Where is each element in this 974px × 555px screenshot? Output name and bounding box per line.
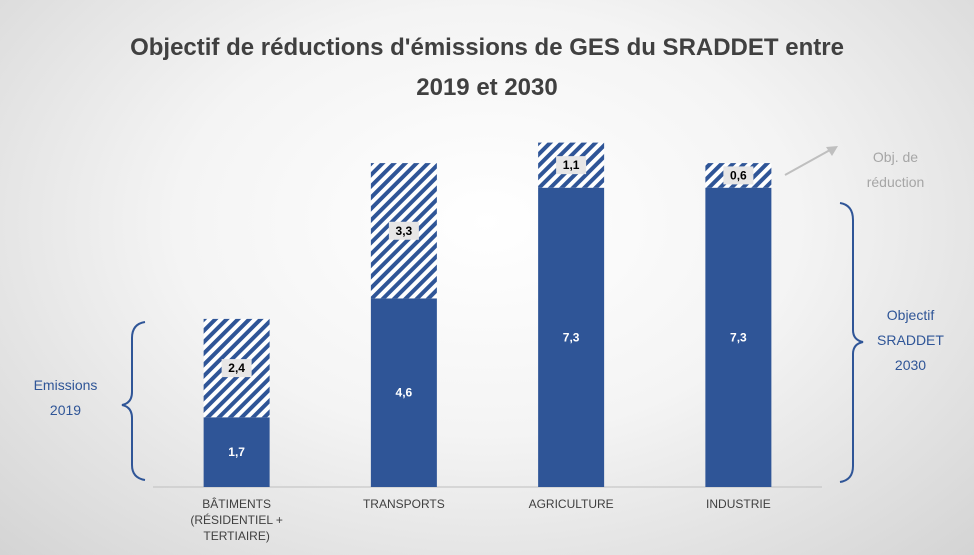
bar-segment bbox=[705, 187, 772, 487]
arrow bbox=[784, 149, 831, 176]
annotation: Emissions 2019 bbox=[33, 377, 98, 418]
right-brace bbox=[839, 202, 864, 483]
arrow-head bbox=[826, 146, 838, 156]
label-box bbox=[388, 221, 419, 240]
x-tick-label: BÂTIMENTS (RÉSIDENTIEL + TERTIAIRE) bbox=[190, 497, 283, 543]
data-label: 0,6 bbox=[730, 168, 747, 182]
data-label: 4,6 bbox=[396, 386, 413, 400]
bar-segment bbox=[370, 298, 437, 487]
label-box bbox=[556, 156, 587, 175]
chart-title: Objectif de réductions d'émissions de GE… bbox=[130, 34, 844, 101]
annotation: Obj. de réduction bbox=[866, 149, 925, 190]
bar-segment bbox=[538, 187, 605, 487]
bar-segment bbox=[203, 417, 270, 487]
label-box bbox=[221, 359, 252, 378]
label-box bbox=[723, 166, 754, 185]
data-label: 3,3 bbox=[396, 224, 413, 238]
x-tick-label: TRANSPORTS bbox=[362, 497, 445, 511]
data-label: 7,3 bbox=[730, 330, 747, 344]
data-label: 1,1 bbox=[563, 158, 580, 172]
data-label: 1,7 bbox=[228, 445, 245, 459]
x-tick-label: AGRICULTURE bbox=[528, 497, 614, 511]
x-tick-label: INDUSTRIE bbox=[706, 497, 771, 511]
data-label: 2,4 bbox=[228, 361, 245, 375]
data-label: 7,3 bbox=[563, 330, 580, 344]
annotation: Objectif SRADDET 2030 bbox=[877, 307, 944, 373]
left-brace bbox=[121, 321, 146, 481]
